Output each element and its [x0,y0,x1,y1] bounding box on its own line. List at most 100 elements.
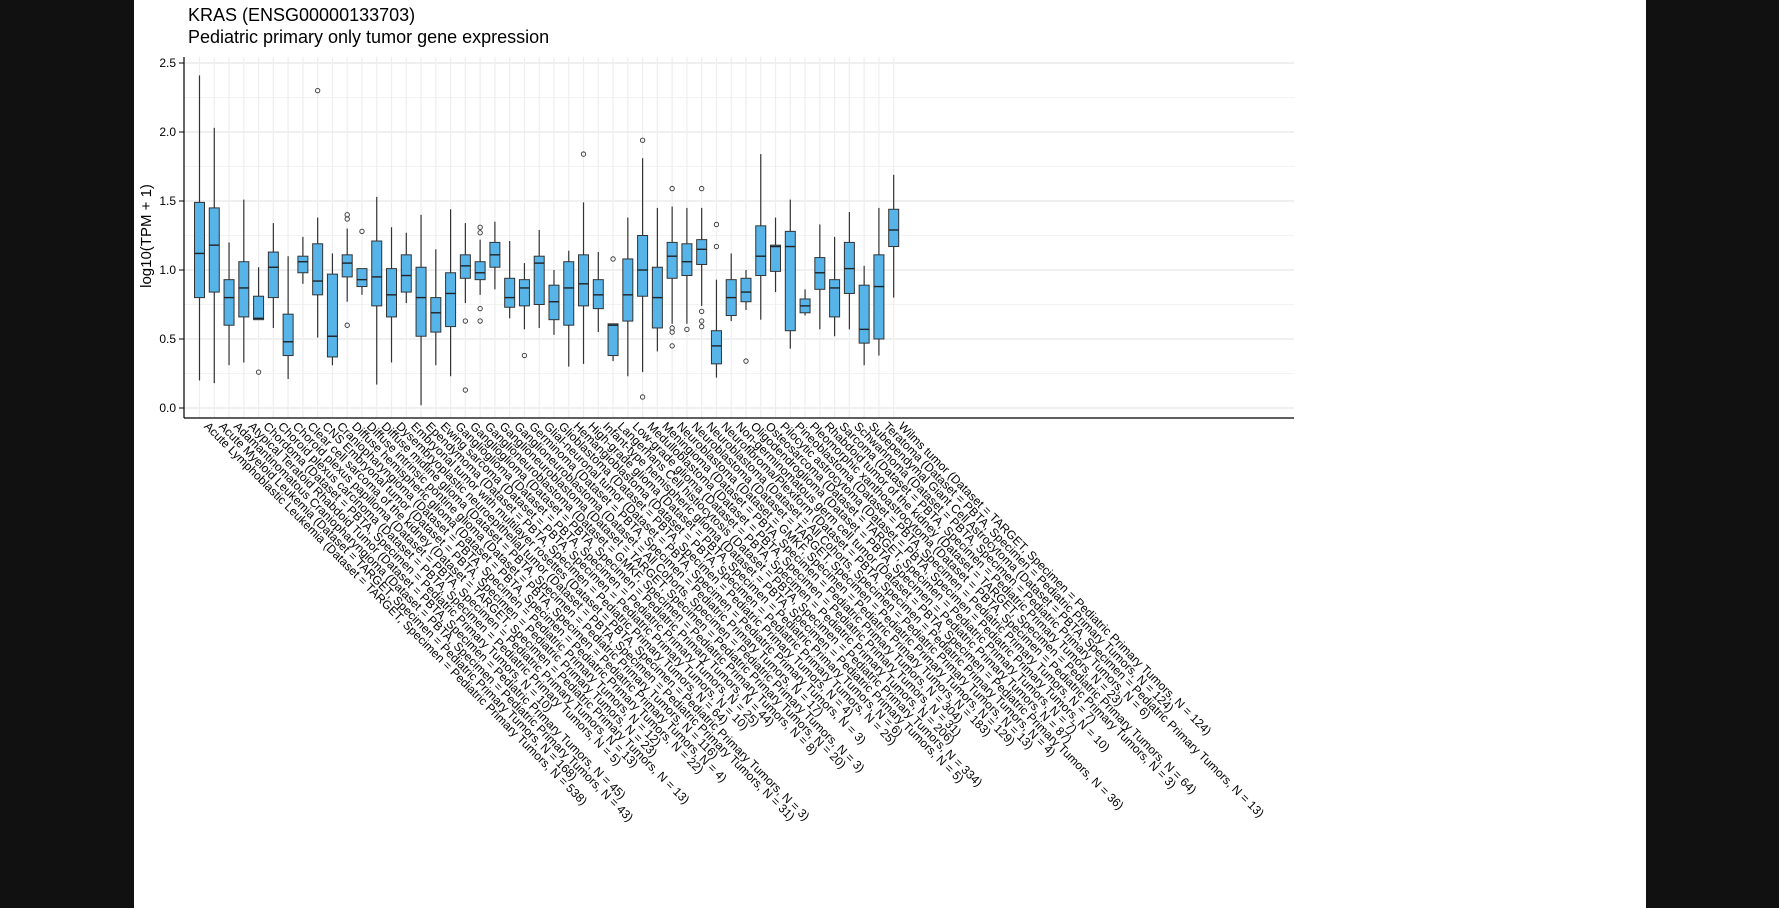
box [504,241,516,319]
box [681,207,693,332]
box-iqr [371,240,383,307]
outlier-point [521,352,528,359]
box [341,212,353,328]
box [253,267,265,375]
x-category-labels: Acute Lymphoblastic Leukemia (Dataset = … [201,419,1267,824]
box-iqr [253,295,265,321]
box [696,185,708,330]
outlier-point [713,243,720,250]
box-iqr [430,297,442,333]
box-iqr [622,258,634,322]
box-iqr [415,266,427,337]
box [297,236,309,284]
outlier-point [477,224,483,230]
box-iqr [282,313,294,357]
outlier-point [743,358,749,364]
box [371,196,383,385]
box [637,137,649,400]
box-iqr [208,207,220,293]
box [651,207,663,352]
box [770,217,782,293]
box-plot-chart: KRAS (ENSG00000133703) Pediatric primary… [138,5,1294,824]
box-iqr [341,254,353,278]
box-iqr [504,277,516,308]
box-iqr [518,279,530,307]
outlier-point [315,87,321,94]
outlier-point [359,228,365,235]
y-tick-labels: 0.0 0.5 1.0 1.5 2.0 2.5 [159,56,176,415]
box [799,289,811,316]
box-iqr [238,261,250,318]
box [622,217,634,377]
box [415,214,427,406]
box-iqr [326,273,338,358]
box [430,249,442,366]
outlier-point [699,318,705,324]
box [843,212,855,330]
box-iqr [297,255,309,274]
box-iqr [578,254,590,307]
box [267,223,279,328]
box-iqr [607,323,619,357]
box [740,270,752,364]
box-iqr [194,201,205,299]
outlier-point [639,137,646,143]
box [607,256,619,362]
box [238,199,250,363]
box-iqr [312,243,324,296]
grid [184,57,1294,418]
box-iqr [829,279,841,318]
outlier-point [669,185,675,192]
outlier-point [639,394,646,400]
chart-panel: KRAS (ENSG00000133703) Pediatric primary… [134,0,1646,908]
box [755,154,767,320]
box [888,174,900,298]
box [518,263,530,359]
outlier-point [255,369,262,375]
box-iqr [267,251,279,299]
box [725,253,737,322]
box [282,256,294,380]
box-iqr [696,239,708,265]
outlier-point [699,323,705,330]
box-iqr [223,279,235,326]
outlier-point [462,318,469,324]
outlier-point [699,308,705,315]
box-iqr [770,244,782,272]
y-tick-label: 1.0 [159,263,176,277]
box-iqr [710,330,722,365]
box [666,185,678,349]
box [829,236,841,337]
outlier-point [344,322,350,328]
y-tick-label: 1.5 [159,194,176,208]
box-iqr [637,235,649,297]
box-iqr [445,272,457,328]
box [814,224,826,330]
y-tick-label: 2.0 [159,125,176,139]
box-iqr [356,268,368,288]
y-tick-label: 2.5 [159,56,176,70]
box-iqr [784,230,796,332]
box [400,232,412,304]
outlier-point [477,305,483,312]
box [592,252,604,333]
outlier-point [684,326,690,332]
box [326,253,338,366]
box-iqr [681,243,693,277]
box [223,242,235,366]
outlier-point [580,151,587,157]
box [208,127,220,384]
outlier-point [462,387,469,393]
outlier-point [610,256,616,262]
outlier-point [477,230,483,236]
box-iqr [858,284,870,344]
box-iqr [740,277,752,303]
box-iqr [755,225,767,277]
box [194,75,205,381]
box [533,229,545,328]
box [563,250,575,367]
chart-subtitle: Pediatric primary only tumor gene expres… [188,27,549,47]
box-iqr [563,261,575,326]
box [459,223,471,393]
outlier-point [669,343,675,349]
